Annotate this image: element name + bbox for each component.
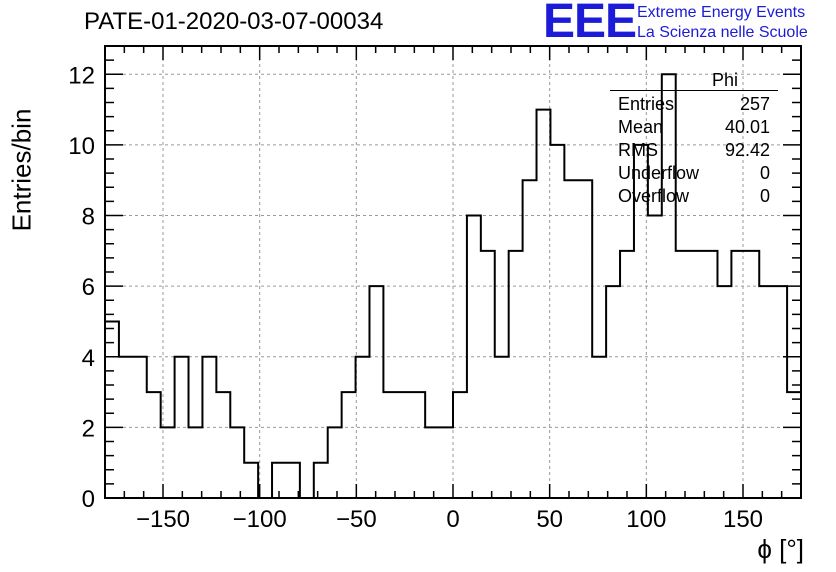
histogram-bin [425, 427, 439, 498]
histogram-bin [606, 286, 620, 498]
histogram-bin [230, 427, 244, 498]
histogram-bin [397, 392, 411, 498]
histogram-bin [342, 392, 356, 498]
histogram-bin [592, 357, 606, 498]
eee-logo: EEE [543, 0, 637, 48]
histogram-bin [175, 357, 189, 498]
stats-label: Underflow [618, 163, 700, 183]
histogram-bin [216, 392, 230, 498]
stats-value: 92.42 [724, 140, 770, 160]
histogram-bin [133, 357, 147, 498]
histogram-bin [620, 251, 634, 498]
histogram-bin [564, 180, 578, 498]
x-tick-label: −50 [336, 506, 377, 533]
histogram-bin [356, 357, 370, 498]
histogram-bin [690, 251, 704, 498]
stats-row-entries: Entries 257 [612, 93, 778, 116]
histogram-bin [244, 463, 258, 498]
stats-row-underflow: Underflow 0 [612, 162, 778, 185]
y-tick-label: 4 [82, 345, 95, 372]
histogram-bin [731, 251, 745, 498]
chart-title: PATE-01-2020-03-07-00034 [84, 8, 384, 35]
y-axis-label: Entries/bin [6, 108, 37, 232]
stats-box: Phi Entries 257 Mean 40.01 RMS 92.42 Und… [610, 70, 778, 208]
histogram-bin [787, 392, 801, 498]
stats-divider [610, 90, 778, 91]
histogram-step-line [105, 73, 801, 499]
y-tick-label: 12 [68, 62, 95, 89]
y-tick-label: 8 [82, 204, 95, 231]
histogram-bin [648, 216, 662, 499]
histogram-bin [773, 286, 787, 498]
histogram-bin [578, 180, 592, 498]
stats-value: 257 [739, 94, 770, 114]
stats-value: 40.01 [724, 117, 770, 137]
stats-label: Entries [618, 94, 675, 114]
histogram-bin [509, 251, 523, 498]
histogram-bin [704, 251, 718, 498]
x-tick-label: 100 [626, 506, 666, 533]
stats-row-mean: Mean 40.01 [612, 116, 778, 139]
histogram-bin [383, 392, 397, 498]
histogram-bin [147, 392, 161, 498]
stats-row-overflow: Overflow 0 [612, 185, 778, 208]
histogram-bin [105, 321, 119, 498]
histogram-bin [411, 392, 425, 498]
histogram-bin [314, 463, 328, 498]
histogram-bin [523, 180, 537, 498]
stats-label: Overflow [618, 186, 690, 206]
x-tick-label: −100 [233, 506, 287, 533]
axis-ticks [104, 45, 802, 499]
y-tick-label: 6 [82, 274, 95, 301]
stats-value: 0 [759, 163, 770, 183]
x-tick-label: −150 [136, 506, 190, 533]
x-tick-label: 0 [446, 506, 459, 533]
tick-labels: −150 −100 −50 0 50 100 150 0 2 4 6 8 10 12 [68, 62, 763, 533]
histogram-bin [439, 427, 453, 498]
histogram-bin [745, 251, 759, 498]
logo-line-1: Extreme Energy Events [637, 4, 806, 21]
x-tick-label: 150 [723, 506, 763, 533]
stats-label: RMS [618, 140, 658, 160]
stats-label: Mean [618, 117, 664, 137]
x-axis-label: ϕ [°] [757, 534, 804, 564]
histogram-bin [189, 427, 203, 498]
histogram-bin [328, 427, 342, 498]
histogram-bin [550, 145, 564, 498]
stats-value: 0 [759, 186, 770, 206]
histogram-bin [717, 286, 731, 498]
histogram-bin [369, 286, 383, 498]
y-tick-label: 0 [82, 486, 95, 513]
histogram-bin [676, 251, 690, 498]
y-axis-label-box: Entries/bin [2, 108, 42, 232]
histogram-bin [759, 286, 773, 498]
logo-line-2: La Scienza nelle Scuole [637, 24, 808, 41]
y-tick-label: 10 [68, 133, 95, 160]
stats-row-rms: RMS 92.42 [612, 139, 778, 162]
stats-title: Phi [711, 70, 738, 90]
y-tick-label: 2 [82, 415, 95, 442]
histogram-bin [453, 392, 467, 498]
histogram-bin [202, 357, 216, 498]
histogram-bin [467, 216, 481, 499]
x-tick-label: 50 [536, 506, 563, 533]
histogram-bin [537, 110, 551, 498]
histogram-bin [481, 251, 495, 498]
histogram-bin [495, 357, 509, 498]
